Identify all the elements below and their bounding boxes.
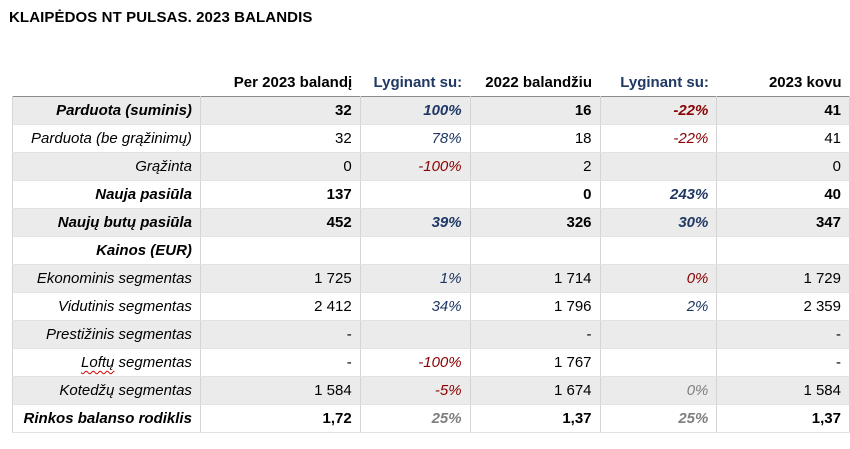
row-label: Vidutinis segmentas [12,292,201,321]
cell-percent: 1% [359,264,471,293]
table-row-cottage: Kotedžų segmentas 1 584 -5% 1 674 0% 1 5… [12,376,850,405]
table-header-row: Per 2023 balandį Lyginant su: 2022 balan… [12,68,850,97]
row-label: Rinkos balanso rodiklis [12,404,201,433]
row-label: Parduota (suminis) [12,96,201,125]
cell-percent: 25% [599,404,718,433]
cell-percent: 100% [359,96,471,125]
cell-value: - [716,348,850,377]
table-row-prices-heading: Kainos (EUR) [12,236,850,265]
table-row-new-apartments: Naujų butų pasiūla 452 39% 326 30% 347 [12,208,850,237]
cell-value: 0 [469,180,601,209]
cell-value: 347 [716,208,850,237]
cell-value: 18 [469,124,601,153]
table-row-middle: Vidutinis segmentas 2 412 34% 1 796 2% 2… [12,292,850,321]
cell-percent: -100% [359,152,471,181]
cell-value: 16 [469,96,601,125]
cell-percent [359,236,471,265]
cell-value: 2 359 [716,292,850,321]
row-label: Kainos (EUR) [12,236,201,265]
cell-percent: -5% [359,376,471,405]
cell-percent: 243% [599,180,718,209]
cell-value: 32 [199,96,361,125]
cell-value: 32 [199,124,361,153]
row-label: Ekonominis segmentas [12,264,201,293]
cell-value: 1 674 [469,376,601,405]
cell-value: 2 [469,152,601,181]
cell-value: 1 584 [199,376,361,405]
cell-percent: 0% [599,376,718,405]
cell-percent: 0% [599,264,718,293]
cell-value [716,236,850,265]
cell-percent: -100% [359,348,471,377]
cell-value: - [716,320,850,349]
cell-value: - [469,320,601,349]
table-row-balance-index: Rinkos balanso rodiklis 1,72 25% 1,37 25… [12,404,850,433]
cell-percent [599,320,718,349]
cell-value: 41 [716,96,850,125]
cell-value: 2 412 [199,292,361,321]
cell-value: 40 [716,180,850,209]
spellcheck-word: Loftų [81,354,115,371]
row-label: Naujų butų pasiūla [12,208,201,237]
table-row-prestige: Prestižinis segmentas - - - [12,320,850,349]
cell-value: 1 767 [469,348,601,377]
header-2023-march: 2023 kovu [768,73,842,91]
market-pulse-table: Per 2023 balandį Lyginant su: 2022 balan… [12,68,850,433]
cell-percent: 25% [359,404,471,433]
header-compare-1: Lyginant su: [373,73,463,91]
row-label: Loftų segmentas [12,348,201,377]
header-2022-april: 2022 balandžiu [485,73,593,91]
cell-value: 1 725 [199,264,361,293]
cell-percent [599,236,718,265]
page-title: KLAIPĖDOS NT PULSAS. 2023 BALANDIS [9,9,313,26]
header-empty [13,68,201,97]
table-row-sold-net: Parduota (be grąžinimų) 32 78% 18 -22% 4… [12,124,850,153]
cell-value: 1 714 [469,264,601,293]
cell-percent: 2% [599,292,718,321]
header-per-2023-april: Per 2023 balandį [233,73,353,91]
cell-value: 1 584 [716,376,850,405]
cell-value: 41 [716,124,850,153]
cell-value: 452 [199,208,361,237]
cell-value: 0 [716,152,850,181]
cell-value [469,236,601,265]
row-label-suffix: segmentas [114,354,192,371]
cell-value: - [199,348,361,377]
table-row-sold-total: Parduota (suminis) 32 100% 16 -22% 41 [12,96,850,125]
cell-percent [359,180,471,209]
row-label: Grąžinta [12,152,201,181]
row-label: Parduota (be grąžinimų) [12,124,201,153]
cell-percent [599,152,718,181]
cell-value: 1,72 [199,404,361,433]
table-row-economy: Ekonominis segmentas 1 725 1% 1 714 0% 1… [12,264,850,293]
cell-percent: -22% [599,124,718,153]
cell-value [199,236,361,265]
cell-percent: -22% [599,96,718,125]
cell-value: 1 796 [469,292,601,321]
cell-value: 137 [199,180,361,209]
header-compare-2: Lyginant su: [620,73,709,91]
cell-percent: 78% [359,124,471,153]
cell-value: 1,37 [469,404,601,433]
cell-percent: 30% [599,208,718,237]
cell-percent: 34% [359,292,471,321]
cell-percent [359,320,471,349]
row-label: Nauja pasiūla [12,180,201,209]
cell-percent: 39% [359,208,471,237]
table-row-new-supply: Nauja pasiūla 137 0 243% 40 [12,180,850,209]
table-row-loft: Loftų segmentas - -100% 1 767 - [12,348,850,377]
cell-value: 1 729 [716,264,850,293]
cell-value: 1,37 [716,404,850,433]
table-row-returned: Grąžinta 0 -100% 2 0 [12,152,850,181]
cell-value: 0 [199,152,361,181]
cell-value: 326 [469,208,601,237]
row-label: Prestižinis segmentas [12,320,201,349]
cell-percent [599,348,718,377]
row-label: Kotedžų segmentas [12,376,201,405]
cell-value: - [199,320,361,349]
